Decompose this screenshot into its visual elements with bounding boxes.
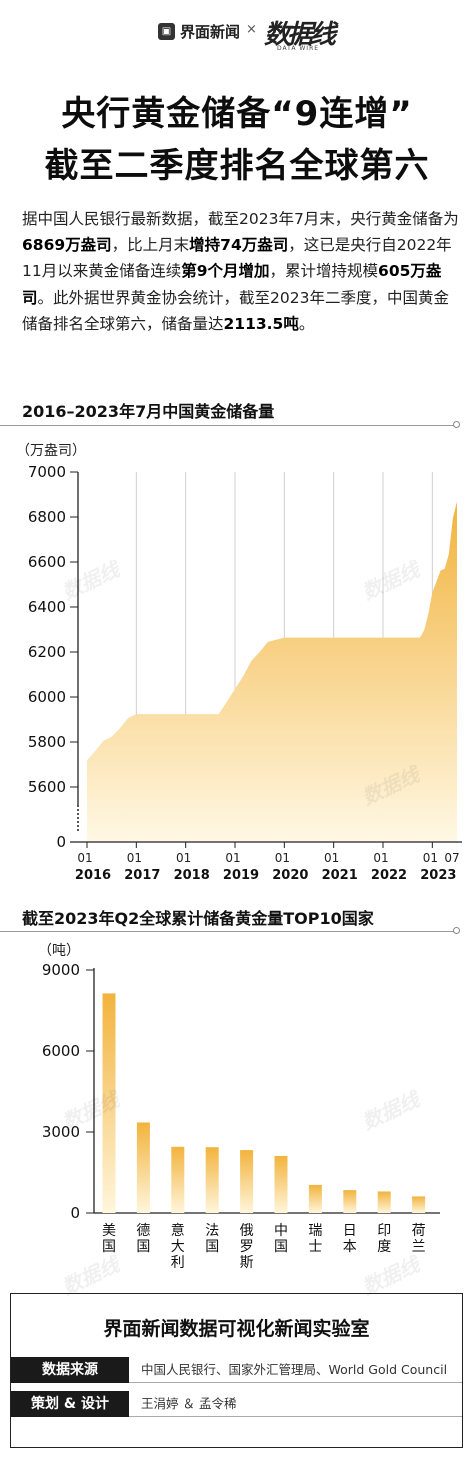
intro-text: ，这已是央行自2022年11月以来黄金储备连续 <box>22 236 452 281</box>
country-label: 意大利 <box>171 1222 185 1271</box>
x-month-label: 01 <box>176 851 191 865</box>
x-month-label: 01 <box>373 851 388 865</box>
x-month-label: 01 <box>324 851 339 865</box>
design-row: 策划 & 设计 王涓婷 ＆ 孟令稀 <box>11 1391 462 1417</box>
divider-dot-icon <box>453 927 460 934</box>
country-label: 中国 <box>274 1223 288 1255</box>
country-bar <box>240 1150 254 1213</box>
bar-chart-title: 截至2023年Q2全球累计储备黄金量TOP10国家 <box>22 909 374 928</box>
section-divider <box>0 931 457 932</box>
bar-chart-unit: （吨） <box>38 943 80 959</box>
country-bar <box>136 1122 150 1213</box>
jiemian-logo-icon: ▣ <box>158 23 175 40</box>
credits-box: 界面新闻数据可视化新闻实验室 数据来源 中国人民银行、国家外汇管理局、World… <box>10 1293 463 1448</box>
country-bar <box>274 1155 288 1213</box>
y-tick-label: 5800 <box>28 733 66 751</box>
y-tick-label: 6200 <box>28 643 66 661</box>
brand-name: 界面新闻 <box>180 23 241 41</box>
x-year-label: 2022 <box>371 868 407 880</box>
partner-logo-sub: DATA WIRE <box>277 45 320 52</box>
partner-logo: 数据线 <box>264 20 336 50</box>
intro-text: 。 <box>298 314 315 333</box>
country-bar <box>308 1184 322 1213</box>
design-value: 王涓婷 ＆ 孟令稀 <box>129 1391 462 1417</box>
x-month-label: 07 <box>444 851 459 865</box>
x-month-label: 01 <box>423 851 438 865</box>
x-month-label: 01 <box>77 851 92 865</box>
y-tick-label: 7000 <box>28 463 66 481</box>
x-year-label: 2016 <box>75 868 111 880</box>
country-label: 法国 <box>205 1223 219 1255</box>
credits-title: 界面新闻数据可视化新闻实验室 <box>103 1318 370 1340</box>
reserve-area <box>87 501 457 842</box>
country-bar <box>412 1196 426 1213</box>
y-tick-label: 6400 <box>28 598 66 616</box>
country-bar <box>102 993 116 1213</box>
country-label: 瑞士 <box>308 1223 322 1255</box>
intro-highlight: 增持74万盎司 <box>189 236 289 255</box>
brand-header: ▣ 界面新闻 × 数据线 DATA WIRE <box>0 14 474 52</box>
country-bar <box>205 1147 219 1213</box>
y-tick-label: 6000 <box>28 688 66 706</box>
y-tick-label: 9000 <box>42 961 80 979</box>
country-bar <box>377 1191 391 1213</box>
intro-text: 据中国人民银行最新数据，截至2023年7月末，央行黄金储备为 <box>22 210 459 228</box>
design-label: 策划 & 设计 <box>11 1391 129 1417</box>
source-value: 中国人民银行、国家外汇管理局、World Gold Council <box>129 1357 462 1383</box>
source-label: 数据来源 <box>11 1357 129 1383</box>
intro-text: ，累计增持规模 <box>269 262 379 281</box>
intro-text: ，比上月末 <box>111 236 190 255</box>
divider-dot-icon <box>453 421 460 428</box>
section-divider <box>0 425 457 426</box>
y-tick-label: 0 <box>56 833 66 851</box>
intro-highlight: 605万盎司 <box>22 262 442 307</box>
x-month-label: 01 <box>127 851 142 865</box>
country-bar <box>343 1190 357 1213</box>
intro-text: 。此外据世界黄金协会统计，截至2023年二季度，中国黄金储备排名全球第六，储备量… <box>22 288 449 333</box>
country-label: 荷兰 <box>412 1223 426 1255</box>
area-chart-unit: （万盎司） <box>16 443 86 459</box>
x-year-label: 2018 <box>174 868 210 880</box>
x-year-label: 2021 <box>322 868 358 880</box>
x-month-label: 01 <box>225 851 240 865</box>
x-year-label: 2019 <box>223 868 259 880</box>
area-chart-title: 2016–2023年7月中国黄金储备量 <box>22 402 275 421</box>
country-label: 德国 <box>136 1223 150 1255</box>
y-tick-label: 6600 <box>28 553 66 571</box>
area-chart: 7000 6800 6600 6400 6200 6000 5800 5600 0 01 2016 0… <box>28 463 462 880</box>
country-label: 俄罗斯 <box>240 1223 254 1271</box>
intro-paragraph: 据中国人民银行最新数据，截至2023年7月末，央行黄金储备为 6869万盎司，比上… <box>22 206 462 337</box>
y-tick-label: 6000 <box>42 1042 80 1060</box>
intro-highlight: 第9个月增加 <box>181 262 270 281</box>
country-label: 印度 <box>377 1223 391 1255</box>
headline-line2: 截至二季度排名全球第六 <box>44 146 430 186</box>
y-tick-label: 0 <box>70 1204 80 1222</box>
country-label: 美国 <box>102 1223 116 1255</box>
intro-highlight: 2113.5吨 <box>223 314 299 333</box>
y-tick-label: 5600 <box>28 778 66 796</box>
x-month-label: 01 <box>275 851 290 865</box>
x-year-label: 2017 <box>124 868 160 880</box>
x-year-label: 2023 <box>420 868 456 880</box>
intro-highlight: 6869万盎司 <box>22 236 112 255</box>
country-label: 日本 <box>343 1223 357 1255</box>
x-year-label: 2020 <box>272 868 308 880</box>
y-tick-label: 3000 <box>42 1123 80 1141</box>
country-bar <box>171 1146 185 1213</box>
y-tick-label: 6800 <box>28 508 66 526</box>
headline-line1: 央行黄金储备“9连增” <box>61 94 413 134</box>
brand-separator: × <box>246 22 257 37</box>
source-row: 数据来源 中国人民银行、国家外汇管理局、World Gold Council <box>11 1357 462 1383</box>
